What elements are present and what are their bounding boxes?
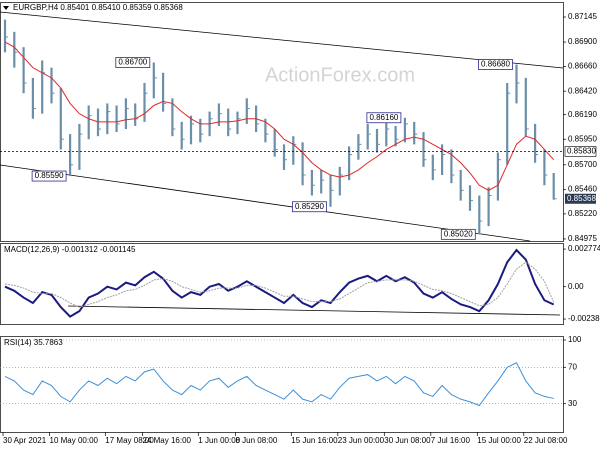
last-price-box <box>565 193 596 204</box>
x-tick-label: 15 Jul 00:00 <box>477 436 521 445</box>
price-panel <box>0 2 564 242</box>
y-tick-label: 0.00 <box>568 282 584 291</box>
x-tick-label: 8 Jun 08:00 <box>236 436 278 445</box>
channel-upper <box>0 11 564 69</box>
hline-label-box <box>564 146 597 157</box>
macd-trendline <box>67 305 561 316</box>
y-tick-label: 0.85460 <box>568 184 597 193</box>
annotation-label: 0.86700 <box>118 58 147 67</box>
annotation-box <box>478 59 513 70</box>
y-tick-label: 0.002774 <box>568 244 600 253</box>
annotation-box <box>366 112 402 124</box>
x-tick-label: 15 Jun 16:00 <box>291 436 338 445</box>
x-tick-label: 22 Jul 08:00 <box>524 436 568 445</box>
macd-title: MACD(12,26,9) -0.001312 -0.001145 <box>4 245 136 254</box>
moving-average <box>4 41 555 191</box>
y-tick-label: 0.86660 <box>568 62 597 71</box>
annotation-box <box>292 201 327 213</box>
rsi-title: RSI(14) 35.7863 <box>4 338 63 347</box>
y-tick-label: 0.86420 <box>568 86 597 95</box>
annotation-box <box>31 170 67 182</box>
x-tick-label: 10 May 00:00 <box>50 436 99 445</box>
indicator-line <box>4 261 555 308</box>
annotation-label: 0.85020 <box>444 229 473 238</box>
y-tick-label: 30 <box>568 399 577 408</box>
y-tick-label: 100 <box>568 335 582 344</box>
dropdown-icon <box>3 6 9 10</box>
last-price-label: 0.85368 <box>567 194 596 203</box>
price-title: EURGBP,H4 0.85401 0.85410 0.85359 0.8536… <box>13 3 183 12</box>
annotation-box <box>440 228 476 240</box>
rsi-panel <box>0 336 564 433</box>
annotation-label: 0.86160 <box>369 113 398 122</box>
hline-label: 0.85830 <box>567 147 596 156</box>
y-tick-label: 70 <box>568 362 577 371</box>
x-tick-label: 1 Jun 00:00 <box>198 436 240 445</box>
indicator-line <box>4 362 554 407</box>
y-tick-label: 0.85700 <box>568 160 597 169</box>
x-tick-label: 30 Jun 08:00 <box>384 436 431 445</box>
x-tick-label: 30 Apr 2021 <box>3 436 47 445</box>
channel-lower <box>0 164 531 242</box>
annotation-label: 0.86680 <box>481 60 510 69</box>
x-tick-label: 24 May 16:00 <box>143 436 192 445</box>
y-tick-label: 0.86190 <box>568 110 597 119</box>
annotation-label: 0.85290 <box>295 202 324 211</box>
x-tick-label: 23 Jun 00:00 <box>338 436 385 445</box>
annotation-box <box>115 57 151 68</box>
watermark: ActionForex.com <box>265 64 415 86</box>
macd-panel <box>0 243 564 325</box>
y-tick-label: 0.84975 <box>568 234 597 243</box>
y-tick-label: -0.002383 <box>568 314 600 323</box>
x-tick-label: 7 Jul 16:00 <box>431 436 471 445</box>
x-tick-label: 17 May 08:00 <box>105 436 154 445</box>
annotation-label: 0.85590 <box>35 171 64 180</box>
y-tick-label: 0.86900 <box>568 37 597 46</box>
y-tick-label: 0.85950 <box>568 134 597 143</box>
y-tick-label: 0.87145 <box>568 12 597 21</box>
y-tick-label: 0.85220 <box>568 209 597 218</box>
indicator-line <box>4 248 555 318</box>
